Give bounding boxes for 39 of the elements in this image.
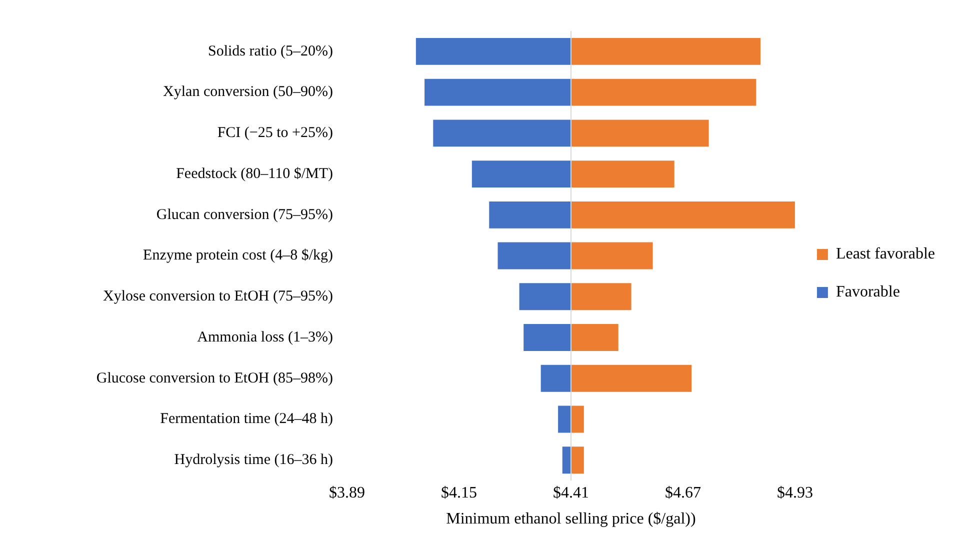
- bar: [472, 160, 571, 188]
- x-tick-label: $4.67: [664, 484, 701, 502]
- y-tick-label: Fermentation time (24–48 h): [160, 411, 333, 428]
- bar: [570, 160, 674, 188]
- y-tick-label: Xylan conversion (50–90%): [163, 84, 333, 100]
- bar: [558, 406, 571, 433]
- bar: [570, 324, 618, 352]
- x-tick-label: $4.15: [440, 484, 477, 502]
- bar: [570, 283, 632, 310]
- y-tick-label: FCI (−25 to +25%): [217, 125, 333, 142]
- y-tick-label: Enzyme protein cost (4–8 $/kg): [143, 248, 333, 264]
- bar: [519, 283, 571, 310]
- y-tick-label: Glucan conversion (75–95%): [156, 206, 333, 223]
- y-tick-label: Glucose conversion to EtOH (85–98%): [96, 370, 333, 386]
- bar: [570, 406, 584, 433]
- bar: [570, 120, 709, 147]
- bar: [540, 364, 571, 392]
- bar: [524, 324, 571, 352]
- legend-label: Favorable: [836, 284, 900, 301]
- bar: [562, 446, 571, 474]
- y-tick-label: Feedstock (80–110 $/MT): [176, 166, 334, 182]
- bar: [570, 38, 760, 65]
- x-tick-label: $3.89: [329, 484, 365, 502]
- x-tick-label: $4.93: [776, 484, 813, 502]
- y-tick-label: Hydrolysis time (16–36 h): [174, 452, 333, 468]
- bar: [570, 364, 692, 392]
- bar: [433, 120, 571, 147]
- bar: [570, 78, 756, 106]
- x-tick-label: $4.41: [552, 484, 589, 502]
- bar: [498, 242, 571, 270]
- x-axis-title: Minimum ethanol selling price ($/gal)): [446, 510, 696, 528]
- bar: [416, 38, 571, 65]
- y-tick-label: Solids ratio (5–20%): [208, 43, 333, 60]
- y-tick-label: Xylose conversion to EtOH (75–95%): [103, 288, 333, 305]
- bar: [570, 446, 584, 474]
- legend-label: Least favorable: [836, 246, 936, 263]
- bar: [424, 78, 571, 106]
- bar: [570, 242, 653, 270]
- y-tick-label: Ammonia loss (1–3%): [197, 329, 333, 346]
